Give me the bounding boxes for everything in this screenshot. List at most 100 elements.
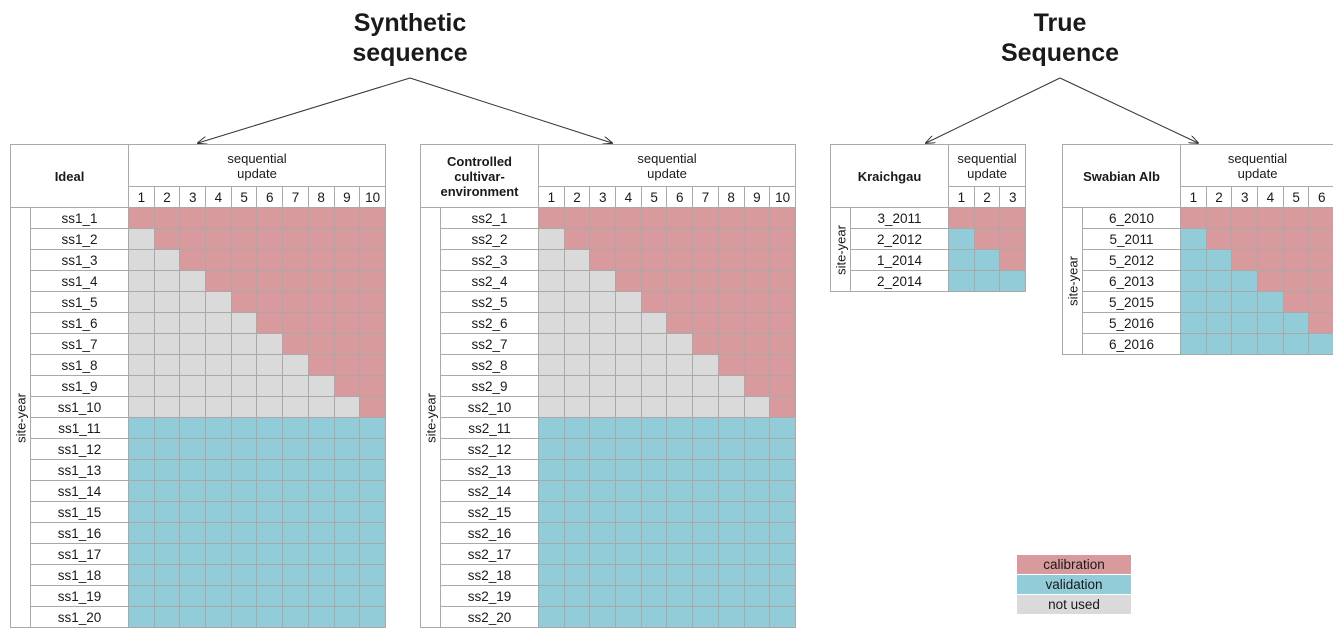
table-name-line: Controlled: [421, 154, 538, 169]
cell-validation: [1181, 292, 1207, 313]
cell-validation: [308, 544, 334, 565]
cell-calibration: [667, 250, 693, 271]
cell-not-used: [154, 334, 180, 355]
cell-validation: [641, 544, 667, 565]
cell-calibration: [360, 271, 386, 292]
update-number: 8: [308, 187, 334, 208]
cell-validation: [154, 439, 180, 460]
cell-calibration: [744, 208, 770, 229]
update-number: 4: [1258, 187, 1284, 208]
cell-calibration: [257, 250, 283, 271]
cell-validation: [129, 523, 155, 544]
cell-calibration: [667, 292, 693, 313]
site-year-row-label: ss2_4: [441, 271, 539, 292]
update-number: 6: [667, 187, 693, 208]
site-year-row-label: ss1_11: [31, 418, 129, 439]
cell-calibration: [308, 208, 334, 229]
cell-calibration: [231, 292, 257, 313]
cell-validation: [693, 481, 719, 502]
cell-not-used: [129, 397, 155, 418]
cell-calibration: [231, 271, 257, 292]
cell-not-used: [129, 334, 155, 355]
cell-calibration: [231, 208, 257, 229]
cell-validation: [257, 460, 283, 481]
table-row: ss1_10: [11, 397, 386, 418]
cell-calibration: [718, 208, 744, 229]
cell-validation: [770, 565, 796, 586]
cell-calibration: [744, 313, 770, 334]
cell-validation: [206, 586, 232, 607]
table-row: ss2_7: [421, 334, 796, 355]
cell-not-used: [539, 313, 565, 334]
cell-not-used: [206, 334, 232, 355]
cell-validation: [718, 418, 744, 439]
cell-not-used: [693, 397, 719, 418]
cell-calibration: [1000, 229, 1026, 250]
cell-validation: [667, 544, 693, 565]
cell-calibration: [308, 250, 334, 271]
site-year-row-label: ss2_16: [441, 523, 539, 544]
cell-calibration: [334, 313, 360, 334]
cell-calibration: [257, 229, 283, 250]
cell-calibration: [1283, 292, 1309, 313]
cell-calibration: [616, 229, 642, 250]
cell-not-used: [590, 397, 616, 418]
cell-calibration: [974, 229, 1000, 250]
cell-not-used: [154, 250, 180, 271]
cell-validation: [154, 523, 180, 544]
cell-not-used: [539, 229, 565, 250]
table-row: ss2_16: [421, 523, 796, 544]
cell-not-used: [641, 376, 667, 397]
cell-not-used: [616, 376, 642, 397]
site-year-row-label: ss2_15: [441, 502, 539, 523]
cell-validation: [129, 607, 155, 628]
cell-validation: [360, 607, 386, 628]
cell-calibration: [590, 229, 616, 250]
cell-calibration: [949, 208, 975, 229]
cell-calibration: [334, 355, 360, 376]
cell-validation: [539, 523, 565, 544]
site-year-label: site-year: [1065, 256, 1080, 306]
sequential-update-line: update: [1181, 166, 1333, 181]
cell-calibration: [1232, 229, 1258, 250]
cell-validation: [744, 523, 770, 544]
legend-validation: validation: [1017, 575, 1132, 595]
cell-calibration: [283, 271, 309, 292]
cell-calibration: [1000, 208, 1026, 229]
table-row: ss2_8: [421, 355, 796, 376]
cell-not-used: [590, 355, 616, 376]
cell-calibration: [1232, 208, 1258, 229]
cell-validation: [283, 502, 309, 523]
cell-validation: [770, 460, 796, 481]
cell-calibration: [770, 355, 796, 376]
cell-validation: [180, 502, 206, 523]
cell-validation: [564, 607, 590, 628]
cell-calibration: [641, 292, 667, 313]
cell-validation: [667, 586, 693, 607]
cell-validation: [539, 481, 565, 502]
cell-validation: [539, 418, 565, 439]
cell-not-used: [231, 355, 257, 376]
cell-validation: [770, 439, 796, 460]
table-row: ss2_10: [421, 397, 796, 418]
site-year-row-label: ss1_2: [31, 229, 129, 250]
cell-validation: [1232, 313, 1258, 334]
cell-validation: [257, 502, 283, 523]
cell-validation: [590, 439, 616, 460]
site-year-axis: site-year: [1063, 208, 1083, 355]
table-row: 1_2014: [831, 250, 1026, 271]
cell-validation: [667, 481, 693, 502]
sequential-update-line: sequential: [949, 151, 1025, 166]
cell-validation: [564, 481, 590, 502]
cell-calibration: [590, 250, 616, 271]
cell-validation: [616, 586, 642, 607]
cell-calibration: [206, 229, 232, 250]
cell-validation: [770, 502, 796, 523]
cell-not-used: [283, 355, 309, 376]
cell-validation: [154, 607, 180, 628]
cell-calibration: [1258, 271, 1284, 292]
cell-calibration: [360, 250, 386, 271]
cell-not-used: [744, 397, 770, 418]
